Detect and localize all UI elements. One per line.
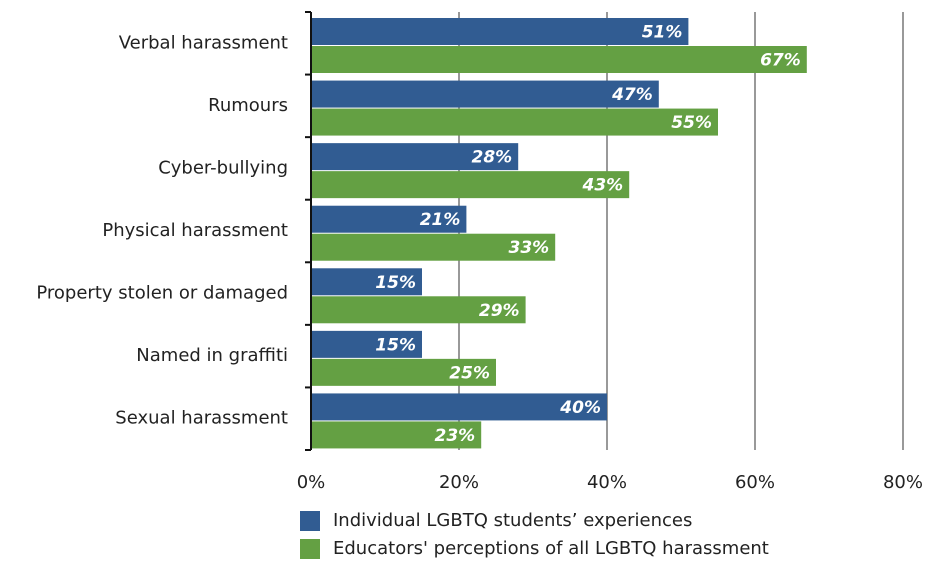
bar (311, 205, 467, 233)
category-label: Verbal harassment (119, 32, 288, 53)
legend-swatch (300, 539, 320, 559)
bar (311, 171, 630, 199)
bar (311, 330, 422, 358)
category-label: Rumours (208, 95, 288, 116)
value-label: 15% (375, 273, 416, 293)
legend-label: Individual LGBTQ students’ experiences (333, 510, 692, 531)
legend-label: Educators' perceptions of all LGBTQ hara… (333, 538, 769, 559)
bar (311, 421, 482, 449)
value-label: 29% (479, 301, 520, 321)
value-label: 40% (559, 398, 601, 418)
bar (311, 46, 807, 73)
bar (311, 268, 422, 296)
value-label: 47% (611, 85, 653, 105)
value-label: 28% (471, 148, 512, 168)
value-label: 21% (420, 210, 461, 230)
legend-swatch (300, 511, 320, 531)
value-label: 15% (375, 335, 416, 355)
value-label: 43% (581, 176, 623, 196)
category-label: Physical harassment (102, 220, 288, 241)
bar (311, 143, 519, 171)
x-tick-label: 0% (297, 472, 326, 493)
category-label: Cyber-bullying (158, 157, 288, 178)
x-tick-label: 60% (735, 472, 775, 493)
value-label: 23% (434, 426, 475, 446)
bar (311, 108, 718, 136)
bar (311, 80, 659, 108)
bar (311, 393, 607, 421)
category-label: Sexual harassment (115, 408, 288, 429)
value-label: 33% (508, 238, 549, 258)
x-tick-label: 80% (883, 472, 923, 493)
value-label: 55% (671, 113, 712, 133)
bar (311, 233, 556, 261)
value-label: 25% (449, 363, 490, 383)
value-label: 67% (760, 51, 801, 71)
value-label: 51% (642, 23, 683, 43)
bar (311, 358, 496, 386)
category-label: Named in graffiti (136, 345, 288, 366)
bar (311, 296, 526, 324)
x-tick-label: 40% (587, 472, 627, 493)
bar (311, 18, 689, 45)
category-label: Property stolen or damaged (36, 283, 288, 304)
x-tick-label: 20% (439, 472, 479, 493)
